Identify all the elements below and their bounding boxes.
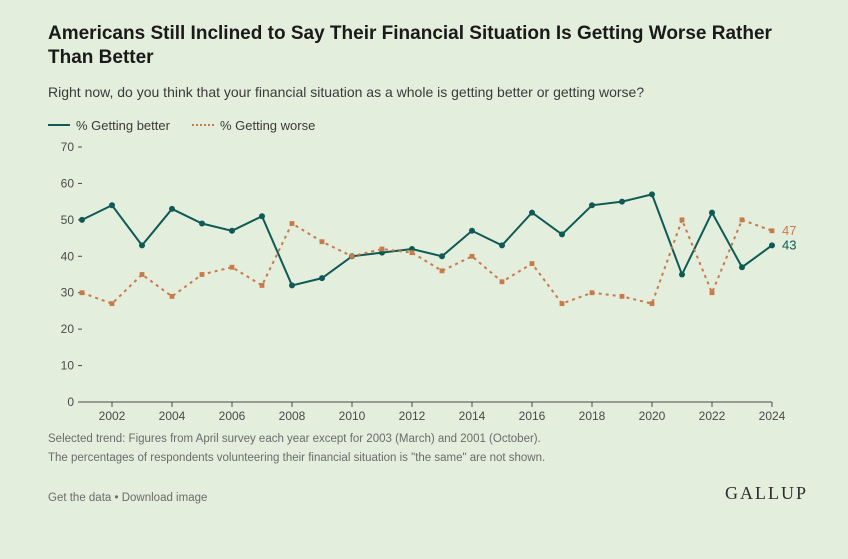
download-image-link[interactable]: Download image [122, 492, 208, 504]
svg-text:60: 60 [61, 176, 75, 190]
brand-logo: GALLUP [725, 483, 808, 504]
svg-text:30: 30 [61, 285, 75, 299]
svg-text:2014: 2014 [459, 409, 486, 423]
footer-links: Get the data • Download image [48, 492, 207, 504]
chart-title: Americans Still Inclined to Say Their Fi… [48, 22, 788, 70]
link-separator: • [111, 492, 121, 504]
legend: % Getting better % Getting worse [48, 118, 808, 133]
svg-text:10: 10 [61, 358, 75, 372]
legend-swatch-worse [192, 124, 214, 126]
legend-label-worse: % Getting worse [220, 118, 315, 133]
legend-item-worse: % Getting worse [192, 118, 315, 133]
legend-label-better: % Getting better [76, 118, 170, 133]
svg-text:2002: 2002 [99, 409, 126, 423]
svg-text:2018: 2018 [579, 409, 606, 423]
legend-swatch-better [48, 124, 70, 126]
svg-text:2004: 2004 [159, 409, 186, 423]
svg-text:2006: 2006 [219, 409, 246, 423]
svg-text:2010: 2010 [339, 409, 366, 423]
svg-text:2022: 2022 [699, 409, 726, 423]
svg-text:2008: 2008 [279, 409, 306, 423]
svg-text:2020: 2020 [639, 409, 666, 423]
svg-text:40: 40 [61, 249, 75, 263]
chart-notes: Selected trend: Figures from April surve… [48, 430, 808, 469]
legend-item-better: % Getting better [48, 118, 170, 133]
svg-text:0: 0 [67, 395, 74, 409]
svg-text:2016: 2016 [519, 409, 546, 423]
line-chart: 0 10 20 30 40 50 60 70 2002 2004 2006 2008 2010 2012 2… [48, 141, 808, 424]
svg-text:50: 50 [61, 212, 75, 226]
svg-text:47: 47 [782, 222, 796, 237]
svg-text:70: 70 [61, 141, 75, 154]
get-data-link[interactable]: Get the data [48, 492, 111, 504]
svg-text:2012: 2012 [399, 409, 426, 423]
chart-subtitle: Right now, do you think that your financ… [48, 84, 808, 100]
svg-text:2024: 2024 [759, 409, 786, 423]
note-line-1: Selected trend: Figures from April surve… [48, 430, 808, 450]
svg-text:20: 20 [61, 322, 75, 336]
svg-text:43: 43 [782, 237, 796, 252]
note-line-2: The percentages of respondents volunteer… [48, 449, 808, 469]
